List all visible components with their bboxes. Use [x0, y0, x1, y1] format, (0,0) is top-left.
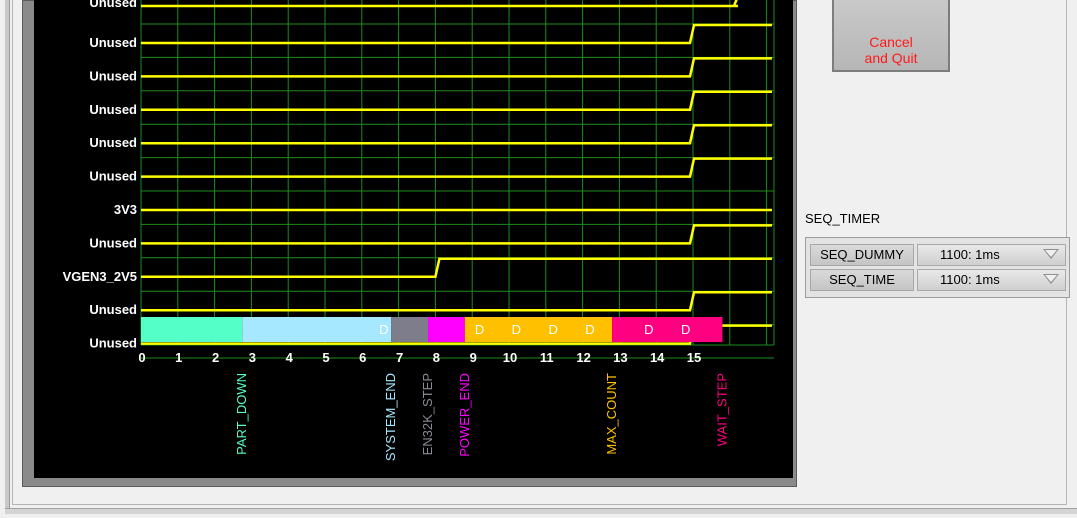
channel-label: Unused: [89, 102, 137, 117]
x-tick-label: 0: [138, 350, 145, 365]
seq-dummy-label: SEQ_DUMMY: [810, 244, 914, 266]
x-tick-label: 4: [286, 350, 294, 365]
x-tick-label: 14: [650, 350, 665, 365]
seq-time-row: SEQ_TIME 1100: 1ms: [810, 269, 1066, 292]
trace-line: [141, 157, 772, 178]
trace-line: [141, 90, 772, 112]
seq-dummy-select[interactable]: 1100: 1ms: [917, 244, 1066, 266]
trace-line: [141, 290, 772, 312]
phase-bar-segment: [242, 317, 392, 342]
trace-line: [141, 123, 772, 145]
window-bottom-frame: [5, 508, 1077, 514]
seq-dummy-row: SEQ_DUMMY 1100: 1ms: [810, 244, 1066, 267]
seq-dummy-value: 1100: 1ms: [940, 247, 1000, 262]
phase-name-label: MAX_COUNT: [604, 373, 619, 455]
phase-name-label: POWER_END: [457, 373, 472, 457]
seq-timer-panel: SEQ_DUMMY 1100: 1ms SEQ_TIME 1100: 1ms: [805, 237, 1070, 298]
seq-time-select[interactable]: 1100: 1ms: [917, 269, 1066, 291]
phase-bar-segment: [428, 317, 465, 342]
x-tick-label: 15: [687, 350, 701, 365]
cancel-and-quit-label: Cancel and Quit: [864, 34, 918, 66]
channel-label: Unused: [89, 35, 137, 50]
phase-name-label: SYSTEM_END: [383, 373, 398, 461]
x-tick-label: 6: [359, 350, 366, 365]
phase-delay-mark: D: [548, 322, 557, 337]
phase-delay-mark: D: [644, 322, 653, 337]
phase-bar-segment: [464, 317, 613, 342]
channel-label: Unused: [89, 68, 137, 83]
phase-delay-mark: D: [681, 322, 690, 337]
seq-timer-title: SEQ_TIMER: [805, 211, 881, 226]
channel-label-cut: Unused: [89, 0, 137, 10]
x-tick-label: 3: [249, 350, 256, 365]
trace-line: [141, 23, 772, 45]
phase-delay-mark: D: [379, 322, 388, 337]
seq-time-label: SEQ_TIME: [810, 269, 914, 291]
x-tick-label: 5: [322, 350, 329, 365]
phase-bar-segment: [141, 317, 243, 342]
x-tick-label: 12: [576, 350, 590, 365]
x-tick-label: 1: [175, 350, 182, 365]
channel-label: Unused: [89, 169, 137, 184]
channel-label: VGEN3_2V5: [63, 269, 137, 284]
x-tick-label: 11: [540, 350, 554, 365]
trace-line: [141, 224, 772, 245]
phase-bar-segment: [612, 317, 723, 342]
trace-line: [141, 57, 772, 78]
phase-name-label: EN32K_STEP: [420, 373, 435, 455]
sequence-graph: Unused Unused Unused Unused Unused Unused 3V3 U…: [63, 0, 775, 461]
window-left-frame: [5, 0, 10, 512]
x-tick-label: 8: [433, 350, 440, 365]
phase-bar-segment: [391, 317, 429, 342]
chevron-down-icon[interactable]: [1043, 274, 1059, 284]
trace-line: [141, 257, 772, 279]
phase-delay-mark: D: [475, 322, 484, 337]
phase-name-label: PART_DOWN: [234, 373, 249, 455]
channel-label: Unused: [89, 336, 137, 351]
seq-time-value: 1100: 1ms: [940, 272, 1000, 287]
x-tick-label: 2: [212, 350, 219, 365]
x-tick-label: 10: [503, 350, 517, 365]
sequence-graph-panel: Unused Unused Unused Unused Unused Unused 3V3 U…: [34, 0, 793, 478]
channel-label: 3V3: [114, 202, 137, 217]
channel-label: Unused: [89, 235, 137, 250]
chevron-down-icon[interactable]: [1043, 249, 1059, 259]
phase-delay-mark: D: [585, 322, 594, 337]
x-tick-label: 9: [470, 350, 477, 365]
cancel-and-quit-button[interactable]: Cancel and Quit: [832, 0, 950, 72]
x-tick-label: 13: [613, 350, 627, 365]
phase-name-label: WAIT_STEP: [714, 373, 729, 446]
trace-line: [732, 0, 738, 7]
channel-label: Unused: [89, 135, 137, 150]
phase-delay-mark: D: [512, 322, 521, 337]
x-tick-label: 7: [396, 350, 403, 365]
channel-label: Unused: [89, 302, 137, 317]
